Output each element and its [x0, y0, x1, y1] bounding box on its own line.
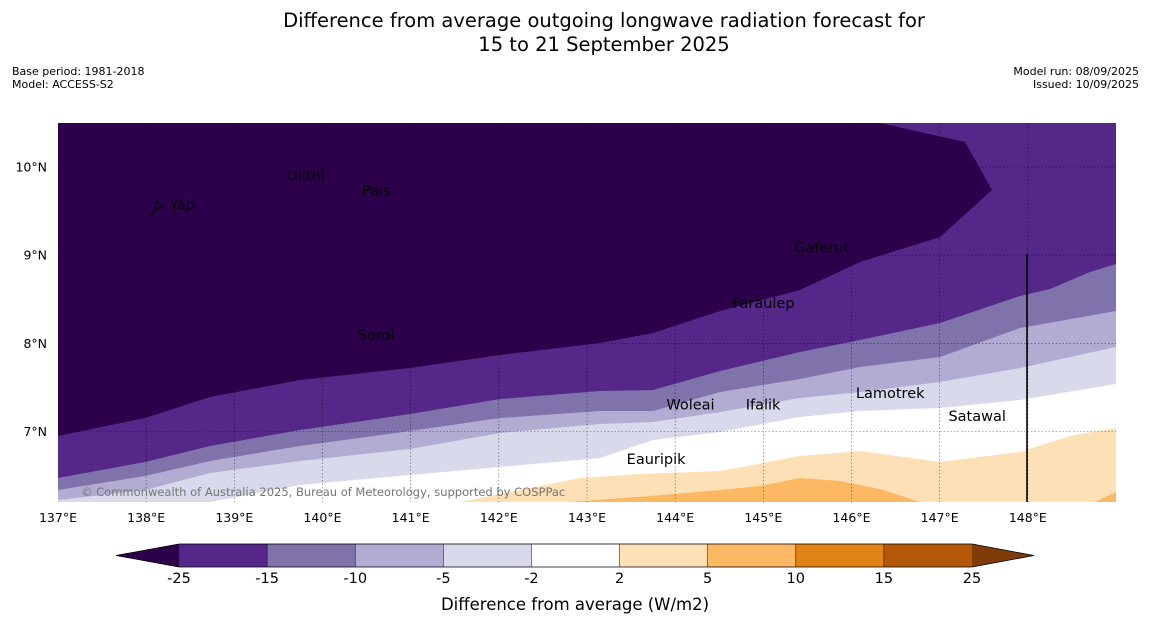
x-tick-label: 142°E: [480, 510, 518, 525]
y-tick-label: 8°N: [23, 336, 47, 351]
grid-lines: [58, 123, 1116, 502]
place-label-lamotrek: Lamotrek: [856, 386, 925, 402]
colorbar-tick-label: 25: [963, 571, 981, 587]
x-tick-label: 147°E: [921, 510, 959, 525]
place-label-woleai: Woleai: [666, 397, 714, 413]
colorbar: -25 -15 -10 -5 -2 2 5 10 15 25: [115, 543, 1035, 587]
colorbar-bin: [179, 544, 268, 567]
colorbar-tick-label: 2: [615, 571, 624, 587]
place-label-yap: Yap: [169, 197, 195, 213]
x-tick-label: 138°E: [127, 510, 165, 525]
y-tick-label: 7°N: [23, 424, 47, 439]
place-label-ulithi: Ulithi: [287, 168, 325, 184]
colorbar-tick-label: -10: [343, 571, 367, 587]
x-tick-label: 137°E: [39, 510, 77, 525]
x-tick-label: 145°E: [744, 510, 782, 525]
x-tick-label: 140°E: [303, 510, 341, 525]
title-line-1: Difference from average outgoing longwav…: [283, 9, 925, 32]
base-period-text: Base period: 1981-2018: [12, 65, 145, 78]
issued-text: Issued: 10/09/2025: [1032, 78, 1139, 91]
title-line-2: 15 to 21 September 2025: [478, 33, 730, 56]
colorbar-label: Difference from average (W/m2): [441, 595, 709, 614]
place-label-satawal: Satawal: [948, 409, 1005, 425]
colorbar-outline: [115, 543, 1035, 568]
x-tick-label: 146°E: [832, 510, 870, 525]
model-text: Model: ACCESS-S2: [12, 78, 114, 91]
x-tick-label: 139°E: [215, 510, 253, 525]
colorbar-tick-label: -2: [524, 571, 538, 587]
band-plus2-plus5: [460, 428, 1116, 502]
colorbar-bin: [267, 544, 356, 567]
colorbar-bin: [531, 544, 620, 567]
colorbar-tick-label: 5: [703, 571, 712, 587]
colorbar-bin: [883, 544, 972, 567]
place-label-faraulep: Faraulep: [732, 296, 794, 312]
meta-right: Model run: 08/09/2025 Issued: 10/09/2025: [1013, 65, 1139, 91]
map-area: [58, 123, 1116, 502]
axis-ticks: 137°E 138°E 139°E 140°E 141°E 142°E 143°E 144°E…: [15, 160, 1046, 525]
place-label-pais: Pais: [362, 183, 391, 199]
place-label-ifalik: Ifalik: [746, 397, 781, 413]
place-labels: Yap Ulithi Pais Gaferut Faraulep Sorol Woleai I…: [169, 168, 1006, 468]
y-tick-label: 9°N: [23, 248, 47, 263]
y-tick-label: 10°N: [15, 160, 47, 175]
colorbar-extend-low: [116, 544, 179, 567]
chart-title: Difference from average outgoing longwav…: [0, 9, 1150, 57]
band-plus5-plus10: [570, 478, 920, 502]
x-tick-label: 143°E: [568, 510, 606, 525]
x-tick-label: 144°E: [656, 510, 694, 525]
copyright-text: © Commonwealth of Australia 2025, Bureau…: [81, 485, 565, 499]
x-tick-label: 148°E: [1009, 510, 1047, 525]
colorbar-tick-label: -25: [167, 571, 191, 587]
place-label-eauripik: Eauripik: [627, 452, 686, 468]
colorbar-bin: [355, 544, 444, 567]
colorbar-bin: [795, 544, 884, 567]
colorbar-tick-label: -5: [436, 571, 450, 587]
colorbar-bin: [707, 544, 796, 567]
x-tick-label: 141°E: [392, 510, 430, 525]
colorbar-tick-label: -15: [255, 571, 279, 587]
colorbar-tick-label: 10: [787, 571, 805, 587]
colorbar-tick-label: 15: [875, 571, 893, 587]
colorbar-bin: [443, 544, 532, 567]
yap-island-icon: [150, 200, 164, 217]
colorbar-bin: [619, 544, 708, 567]
place-label-sorol: Sorol: [358, 328, 395, 344]
model-run-text: Model run: 08/09/2025: [1013, 65, 1139, 78]
place-label-gaferut: Gaferut: [794, 241, 849, 257]
band-plus5-plus10-east: [1095, 492, 1116, 502]
meta-left: Base period: 1981-2018 Model: ACCESS-S2: [12, 65, 144, 91]
colorbar-extend-high: [972, 544, 1034, 567]
